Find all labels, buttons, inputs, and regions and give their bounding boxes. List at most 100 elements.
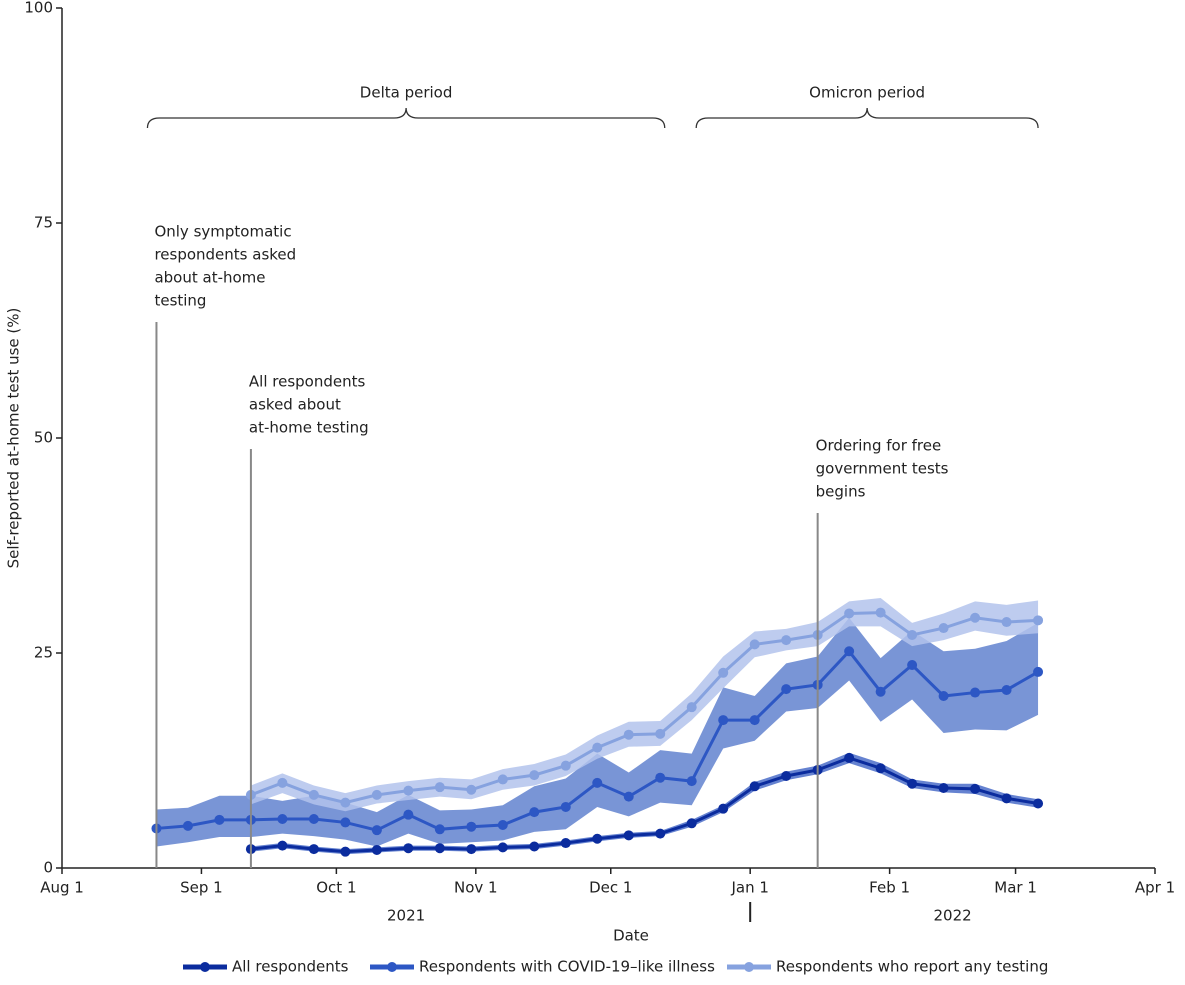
data-point <box>371 825 382 836</box>
data-point <box>623 830 634 841</box>
annotation-text: Only symptomatic <box>154 223 291 241</box>
data-point <box>781 770 792 781</box>
annotation-text: testing <box>154 292 206 310</box>
data-point <box>844 752 855 763</box>
data-point <box>308 844 319 855</box>
data-point <box>560 801 571 812</box>
data-point <box>875 686 886 697</box>
data-point <box>466 844 477 855</box>
data-point <box>844 646 855 657</box>
series-line <box>250 756 1039 854</box>
data-point <box>371 844 382 855</box>
data-point <box>907 660 918 671</box>
year-label: 2022 <box>933 907 971 925</box>
data-point <box>371 789 382 800</box>
x-tick-label: Sep 1 <box>180 879 223 897</box>
x-tick-label: Dec 1 <box>589 879 632 897</box>
data-point <box>655 772 666 783</box>
data-point <box>560 838 571 849</box>
legend-label: All respondents <box>232 958 349 976</box>
data-point <box>970 783 981 794</box>
data-point <box>466 784 477 795</box>
data-point <box>214 814 225 825</box>
annotation-text: government tests <box>816 460 949 478</box>
data-point <box>1033 666 1044 677</box>
data-point <box>907 778 918 789</box>
annotation-text: begins <box>816 483 866 501</box>
legend-marker <box>200 962 210 972</box>
data-point <box>497 820 508 830</box>
data-point <box>686 702 697 713</box>
annotation-text: respondents asked <box>154 246 296 264</box>
data-point <box>308 813 319 824</box>
data-point <box>875 607 886 618</box>
data-point <box>749 781 760 792</box>
period-brace <box>146 107 666 129</box>
ci-band <box>250 597 1039 812</box>
data-point <box>529 807 540 818</box>
data-point <box>592 833 603 844</box>
annotation-text: asked about <box>249 396 341 414</box>
annotation-text: at-home testing <box>249 419 369 437</box>
annotation-text: about at-home <box>154 269 265 287</box>
legend-marker <box>387 962 397 972</box>
y-axis-label: Self-reported at-home test use (%) <box>5 308 23 569</box>
data-point <box>749 715 760 726</box>
period-brace <box>695 107 1039 129</box>
data-point <box>718 715 729 726</box>
data-point <box>686 818 697 829</box>
x-tick-label: Feb 1 <box>869 879 910 897</box>
data-point <box>1001 793 1012 804</box>
data-point <box>1033 798 1044 809</box>
data-point <box>340 797 351 808</box>
data-point <box>718 667 729 678</box>
data-point <box>844 608 855 619</box>
data-point <box>592 777 603 788</box>
y-tick-label: 0 <box>43 859 53 877</box>
data-point <box>466 821 477 832</box>
legend-label: Respondents who report any testing <box>776 958 1048 976</box>
y-tick-label: 25 <box>34 644 53 662</box>
data-point <box>623 729 634 740</box>
x-tick-label: Apr 1 <box>1135 879 1175 897</box>
data-point <box>781 635 792 646</box>
data-point <box>277 813 288 824</box>
data-point <box>1001 684 1012 695</box>
data-point <box>1001 617 1012 628</box>
x-tick-label: Oct 1 <box>316 879 356 897</box>
data-point <box>592 742 603 753</box>
data-point <box>277 777 288 788</box>
ci-band <box>156 617 1039 847</box>
data-point <box>970 687 981 698</box>
x-tick-label: Mar 1 <box>994 879 1037 897</box>
period-label: Delta period <box>360 84 453 102</box>
data-point <box>403 785 414 796</box>
x-axis-label: Date <box>613 927 649 945</box>
data-point <box>907 629 918 640</box>
data-point <box>403 843 414 854</box>
data-point <box>655 728 666 739</box>
year-label: 2021 <box>387 907 425 925</box>
data-point <box>308 789 319 800</box>
data-point <box>718 803 729 814</box>
data-point <box>623 791 634 802</box>
data-point <box>749 639 760 650</box>
y-tick-label: 75 <box>34 214 53 232</box>
data-point <box>875 763 886 774</box>
data-point <box>403 809 414 820</box>
data-point <box>340 846 351 857</box>
data-point <box>434 782 445 793</box>
legend-marker <box>744 962 754 972</box>
y-tick-label: 50 <box>34 429 53 447</box>
data-point <box>938 623 949 634</box>
y-tick-label: 100 <box>24 0 53 17</box>
annotation-text: Ordering for free <box>816 437 942 455</box>
series-line <box>250 611 1039 805</box>
data-point <box>434 843 445 854</box>
data-point <box>434 824 445 835</box>
data-point <box>529 770 540 781</box>
data-point <box>340 817 351 828</box>
data-point <box>938 783 949 794</box>
data-point <box>497 842 508 853</box>
